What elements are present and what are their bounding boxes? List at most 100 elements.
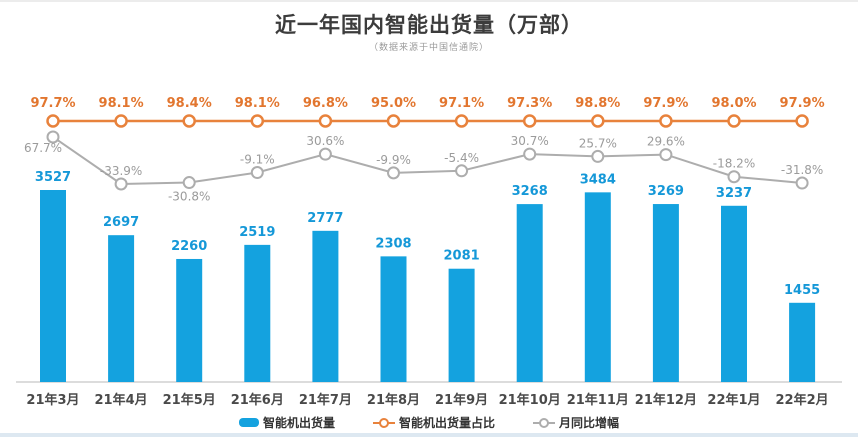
bar-value-label: 3527 bbox=[35, 170, 71, 185]
legend-item-yoy: 月同比增幅 bbox=[533, 414, 619, 431]
bar bbox=[448, 268, 475, 382]
x-axis-label: 21年8月 bbox=[367, 392, 420, 408]
share-value-label: 97.9% bbox=[643, 96, 688, 111]
bar bbox=[312, 230, 339, 382]
legend-label-shipments: 智能机出货量 bbox=[262, 416, 335, 430]
bar bbox=[584, 192, 611, 382]
share-value-label: 98.1% bbox=[99, 96, 144, 111]
yoy-marker bbox=[46, 130, 60, 144]
x-axis-label: 21年5月 bbox=[163, 392, 216, 408]
bar bbox=[380, 256, 407, 382]
circle-marker bbox=[378, 417, 389, 428]
yoy-marker bbox=[455, 164, 469, 178]
x-axis-label: 21年11月 bbox=[567, 392, 629, 408]
yoy-marker bbox=[659, 148, 673, 162]
yoy-value-label: 29.6% bbox=[647, 135, 685, 149]
bar bbox=[40, 190, 66, 382]
yoy-value-label: -18.2% bbox=[713, 157, 755, 171]
x-axis-label: 21年6月 bbox=[231, 392, 284, 408]
yoy-value-label: -31.8% bbox=[781, 163, 823, 177]
legend-label-share: 智能机出货量占比 bbox=[398, 416, 495, 430]
yoy-marker bbox=[523, 147, 537, 161]
yoy-marker bbox=[591, 149, 605, 163]
yoy-marker bbox=[387, 166, 400, 180]
bar bbox=[789, 302, 816, 382]
bar-value-label: 2519 bbox=[239, 225, 275, 240]
yoy-value-label: -33.9% bbox=[100, 164, 142, 178]
share-marker bbox=[386, 114, 401, 128]
share-value-label: 96.8% bbox=[303, 96, 348, 111]
yoy-line bbox=[52, 136, 803, 185]
yoy-value-label: -9.1% bbox=[240, 153, 275, 167]
share-marker bbox=[727, 114, 741, 128]
bar bbox=[652, 204, 679, 382]
bar bbox=[176, 258, 203, 382]
yoy-marker bbox=[182, 176, 196, 190]
share-value-label: 98.4% bbox=[167, 96, 212, 111]
bar bbox=[721, 205, 747, 382]
top-divider bbox=[0, 0, 858, 2]
share-marker bbox=[318, 114, 333, 128]
bar bbox=[108, 235, 135, 382]
bar-value-label: 2081 bbox=[444, 249, 480, 264]
yoy-marker bbox=[727, 170, 741, 184]
legend-item-share: 智能机出货量占比 bbox=[372, 414, 495, 431]
yoy-value-label: 25.7% bbox=[579, 136, 617, 150]
chart-title: 近一年国内智能出货量（万部） bbox=[275, 13, 583, 37]
bar bbox=[244, 244, 271, 382]
share-value-label: 98.8% bbox=[575, 96, 620, 111]
bar-value-label: 1455 bbox=[784, 283, 820, 298]
line-marker-icon bbox=[533, 417, 555, 428]
x-axis-label: 21年10月 bbox=[499, 392, 561, 408]
bar-value-label: 3268 bbox=[512, 184, 548, 199]
bar-value-label: 3237 bbox=[716, 186, 752, 201]
yoy-marker bbox=[114, 177, 128, 191]
share-value-label: 98.0% bbox=[711, 96, 756, 111]
bar-swatch-icon bbox=[238, 418, 259, 427]
line-marker-icon bbox=[372, 417, 395, 428]
share-value-label: 98.1% bbox=[235, 96, 280, 111]
bar bbox=[516, 204, 543, 382]
bar-value-label: 3484 bbox=[580, 172, 616, 187]
x-axis-label: 21年4月 bbox=[95, 392, 148, 408]
share-marker bbox=[795, 114, 809, 128]
bar-value-label: 2308 bbox=[375, 236, 411, 251]
yoy-value-label: -30.8% bbox=[168, 190, 210, 204]
share-marker bbox=[659, 114, 673, 128]
yoy-value-label: 30.7% bbox=[511, 134, 549, 148]
yoy-value-label: -9.9% bbox=[376, 153, 411, 167]
share-marker bbox=[182, 114, 196, 128]
legend-label-yoy: 月同比增幅 bbox=[559, 416, 620, 430]
x-axis-label: 21年3月 bbox=[26, 392, 79, 408]
share-value-label: 97.9% bbox=[780, 96, 825, 111]
yoy-marker bbox=[795, 176, 809, 190]
circle-marker bbox=[539, 417, 549, 428]
chart-subtitle: （数据来源于中国信通院） bbox=[368, 43, 489, 53]
share-value-label: 97.7% bbox=[30, 96, 75, 111]
share-marker bbox=[114, 114, 128, 128]
yoy-value-label: 30.6% bbox=[306, 134, 344, 148]
x-axis-label: 22年2月 bbox=[776, 392, 829, 408]
bar-value-label: 2777 bbox=[307, 211, 343, 226]
share-marker bbox=[522, 114, 537, 128]
share-marker bbox=[591, 114, 605, 128]
bar-value-label: 3269 bbox=[648, 184, 684, 199]
x-axis-label: 21年9月 bbox=[435, 392, 488, 408]
legend-item-shipments: 智能机出货量 bbox=[238, 414, 335, 431]
yoy-value-label: 67.7% bbox=[24, 141, 62, 155]
yoy-marker bbox=[250, 166, 264, 180]
share-value-label: 97.3% bbox=[507, 96, 552, 111]
yoy-value-label: -5.4% bbox=[444, 151, 479, 165]
share-value-label: 95.0% bbox=[371, 96, 416, 111]
share-value-label: 97.1% bbox=[439, 96, 484, 111]
bottom-strip bbox=[0, 433, 858, 437]
bar-value-label: 2697 bbox=[103, 215, 139, 230]
share-marker bbox=[454, 114, 469, 128]
x-axis-label: 21年12月 bbox=[635, 392, 697, 408]
x-axis-label: 22年1月 bbox=[707, 392, 760, 408]
x-axis-label: 21年7月 bbox=[299, 392, 352, 408]
share-marker bbox=[46, 114, 60, 128]
bar-value-label: 2260 bbox=[171, 239, 207, 254]
